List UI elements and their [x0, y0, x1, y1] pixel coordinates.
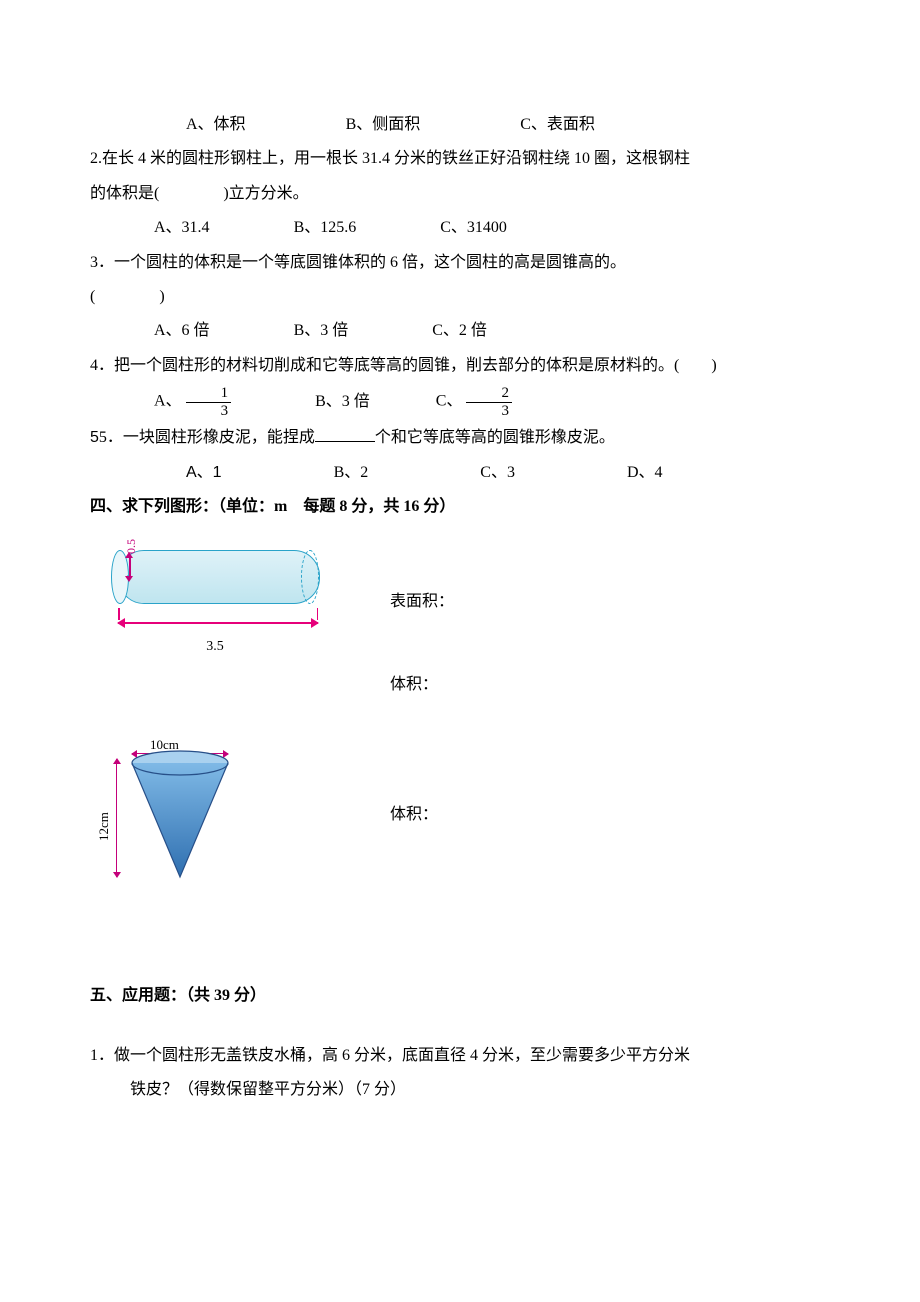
q2-opt-b: B、125.6: [262, 213, 357, 243]
q1-opt-b: B、侧面积: [298, 110, 421, 140]
cylinder-length-label: 3.5: [100, 634, 330, 661]
q5-stem-b: 个和它等底等高的圆锥形橡皮泥。: [375, 429, 615, 446]
q4-a-pre: A、: [154, 393, 182, 410]
q4-opt-b: B、3 倍: [283, 387, 370, 417]
q5-opt-a: A、1: [138, 458, 222, 488]
app1-line2: 铁皮？（得数保留整平方分米）（7 分）: [90, 1075, 830, 1105]
fig-cylinder-vol-row: 体积：: [90, 670, 830, 700]
q2-opt-c: C、31400: [408, 213, 507, 243]
arrow-up-icon: [113, 758, 121, 764]
q4-c-frac: 2 3: [466, 385, 512, 419]
arrow-down-icon: [113, 872, 121, 878]
q5-stem-a: 5．一块圆柱形橡皮泥，能捏成: [99, 429, 315, 446]
q4-opt-a: A、 1 3: [122, 385, 231, 419]
q4-c-pre: C、: [436, 393, 463, 410]
q4-opt-c: C、 2 3: [404, 385, 512, 419]
cone-volume-label: 体积：: [390, 800, 830, 830]
q3-options: A、6 倍 B、3 倍 C、2 倍: [90, 316, 830, 346]
q5-opt-c: C、3: [432, 458, 515, 488]
q2-options: A、31.4 B、125.6 C、31400: [90, 213, 830, 243]
q3-opt-b: B、3 倍: [262, 316, 349, 346]
q5-blank: [315, 427, 375, 442]
cylinder-radius-label: 0.5: [120, 539, 143, 554]
cylinder-surface-label: 表面积：: [390, 587, 830, 617]
q1-options: A、体积 B、侧面积 C、表面积: [90, 110, 830, 140]
cone-svg: [120, 731, 240, 881]
cylinder-length-dim: [118, 614, 318, 632]
section4-title: 四、求下列图形：（单位：m 每题 8 分，共 16 分）: [90, 492, 830, 522]
cylinder-body: [118, 550, 320, 604]
page: A、体积 B、侧面积 C、表面积 2.在长 4 米的圆柱形钢柱上，用一根长 31…: [0, 0, 920, 1302]
q5-opt-d: D、4: [579, 458, 663, 488]
arrow-right-icon: [311, 618, 319, 628]
q5-opt-b: B、2: [286, 458, 369, 488]
q1-opt-c: C、表面积: [472, 110, 595, 140]
cylinder-r-line: [129, 556, 131, 578]
q5-options: A、1 B、2 C、3 D、4: [90, 458, 830, 488]
cylinder-figure: 0.5 3.5: [100, 542, 330, 662]
q4-options: A、 1 3 B、3 倍 C、 2 3: [90, 385, 830, 419]
q3-stem-a: 3．一个圆柱的体积是一个等底圆锥体积的 6 倍，这个圆柱的高是圆锥高的。: [90, 248, 830, 278]
q5-num: 5: [90, 429, 99, 446]
section5-title: 五、应用题：（共 39 分）: [90, 981, 830, 1011]
fig-cylinder-row: 0.5 3.5 表面积：: [90, 542, 830, 662]
cone-figure: 10cm: [90, 731, 260, 901]
arrow-left-icon: [117, 618, 125, 628]
q4-c-den: 3: [466, 403, 512, 420]
cylinder-volume-label: 体积：: [390, 670, 830, 700]
cone-height-label: 12cm: [92, 812, 117, 841]
q3-opt-a: A、6 倍: [122, 316, 210, 346]
cylinder-right-cap: [301, 550, 319, 604]
q2-stem-b: 的体积是( )立方分米。: [90, 179, 830, 209]
q3-stem-b: ( ): [90, 282, 830, 312]
q5-stem: 55．一块圆柱形橡皮泥，能捏成 个和它等底等高的圆锥形橡皮泥。: [90, 423, 830, 453]
q1-opt-a: A、体积: [138, 110, 246, 140]
q4-a-frac: 1 3: [186, 385, 232, 419]
q4-a-num: 1: [186, 385, 232, 403]
q2-stem-a: 2.在长 4 米的圆柱形钢柱上，用一根长 31.4 分米的铁丝正好沿钢柱绕 10…: [90, 144, 830, 174]
q4-stem: 4．把一个圆柱形的材料切削成和它等底等高的圆锥，削去部分的体积是原材料的。( ): [90, 351, 830, 381]
fig-cone-row: 10cm: [90, 731, 830, 901]
q4-a-den: 3: [186, 403, 232, 420]
app1-line1: 1．做一个圆柱形无盖铁皮水桶，高 6 分米，底面直径 4 分米，至少需要多少平方…: [90, 1041, 830, 1071]
q4-c-num: 2: [466, 385, 512, 403]
q3-opt-c: C、2 倍: [400, 316, 487, 346]
cylinder-r-arrow-down: [125, 576, 133, 582]
q2-opt-a: A、31.4: [122, 213, 210, 243]
